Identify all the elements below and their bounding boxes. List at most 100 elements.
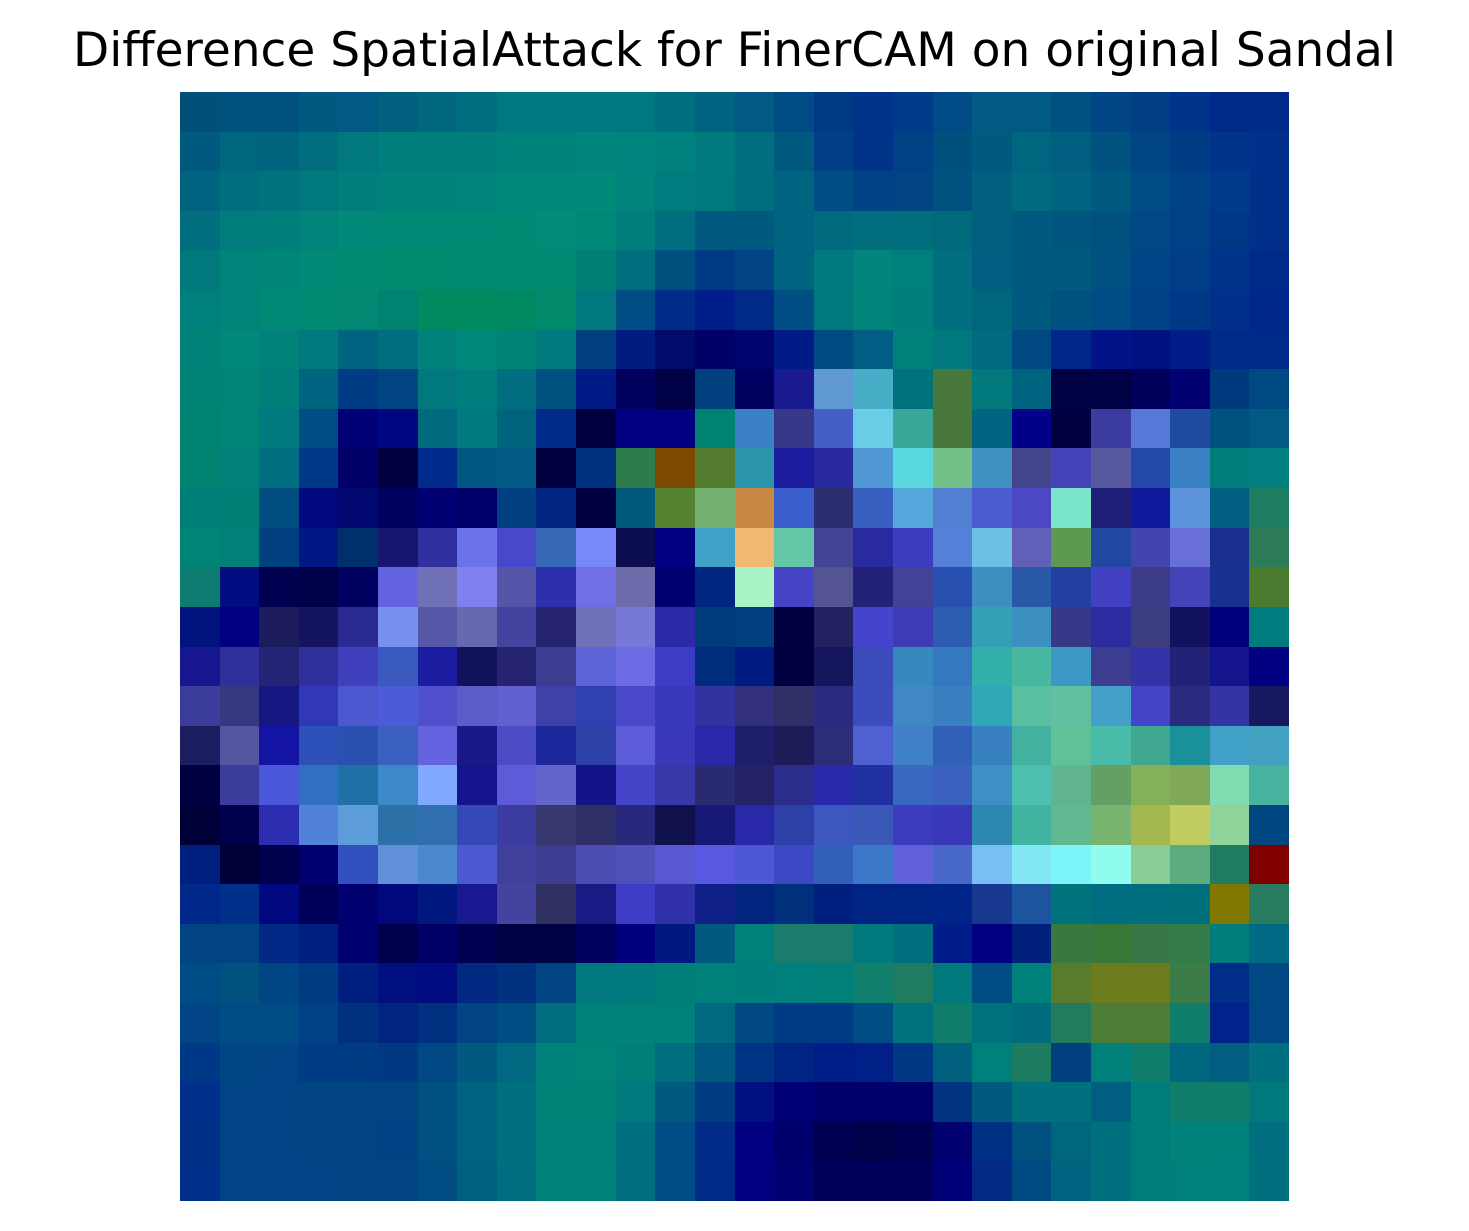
heatmap-cell-r17-c11 <box>616 765 655 805</box>
heatmap-cell-r2-c2 <box>259 171 299 211</box>
heatmap-cell-r10-c18 <box>893 488 933 528</box>
heatmap-cell-r26-c19 <box>933 1122 972 1161</box>
heatmap-cell-r3-c20 <box>972 211 1012 250</box>
heatmap-cell-r15-c6 <box>418 686 457 726</box>
heatmap-cell-r13-c7 <box>457 607 497 647</box>
heatmap-cell-r13-c12 <box>655 607 695 647</box>
heatmap-cell-r17-c0 <box>180 765 220 805</box>
heatmap-cell-r19-c22 <box>1051 845 1091 884</box>
heatmap-cell-r16-c13 <box>695 726 735 765</box>
heatmap-cell-r5-c22 <box>1051 290 1091 330</box>
heatmap-cell-r15-c0 <box>180 686 220 726</box>
heatmap-cell-r12-c9 <box>536 567 576 607</box>
heatmap-cell-r18-c19 <box>933 805 972 845</box>
heatmap-cell-r16-c16 <box>814 726 853 765</box>
heatmap-cell-r23-c21 <box>1012 1003 1051 1043</box>
heatmap-cell-r1-c19 <box>933 132 972 171</box>
heatmap-cell-r23-c25 <box>1170 1003 1210 1043</box>
heatmap-cell-r21-c27 <box>1249 924 1289 963</box>
heatmap-cell-r3-c22 <box>1051 211 1091 250</box>
heatmap-cell-r11-c9 <box>536 528 576 567</box>
heatmap-cell-r8-c20 <box>972 409 1012 448</box>
heatmap-cell-r0-c27 <box>1249 92 1289 132</box>
heatmap-cell-r7-c0 <box>180 369 220 409</box>
heatmap-cell-r22-c15 <box>774 963 814 1003</box>
heatmap-cell-r20-c4 <box>338 884 378 924</box>
heatmap-cell-r16-c15 <box>774 726 814 765</box>
heatmap-cell-r24-c26 <box>1210 1043 1249 1082</box>
heatmap-cell-r7-c5 <box>378 369 418 409</box>
heatmap-cell-r13-c24 <box>1131 607 1170 647</box>
heatmap-cell-r24-c4 <box>338 1043 378 1082</box>
heatmap-cell-r26-c10 <box>576 1122 616 1161</box>
heatmap-cell-r23-c18 <box>893 1003 933 1043</box>
heatmap-cell-r3-c10 <box>576 211 616 250</box>
heatmap-cell-r11-c17 <box>853 528 893 567</box>
chart-title: Difference SpatialAttack for FinerCAM on… <box>73 23 1396 78</box>
heatmap-cell-r22-c16 <box>814 963 853 1003</box>
heatmap-cell-r25-c26 <box>1210 1082 1249 1122</box>
heatmap-cell-r9-c2 <box>259 448 299 488</box>
heatmap-cell-r3-c18 <box>893 211 933 250</box>
heatmap-cell-r1-c20 <box>972 132 1012 171</box>
heatmap-cell-r23-c3 <box>299 1003 338 1043</box>
heatmap-cell-r7-c24 <box>1131 369 1170 409</box>
heatmap-cell-r23-c11 <box>616 1003 655 1043</box>
heatmap-cell-r25-c24 <box>1131 1082 1170 1122</box>
heatmap-cell-r4-c26 <box>1210 250 1249 290</box>
heatmap-cell-r27-c1 <box>220 1161 259 1201</box>
heatmap-cell-r5-c3 <box>299 290 338 330</box>
heatmap-cell-r4-c12 <box>655 250 695 290</box>
heatmap-cell-r14-c3 <box>299 647 338 686</box>
heatmap-cell-r9-c3 <box>299 448 338 488</box>
heatmap-cell-r18-c17 <box>853 805 893 845</box>
heatmap-cell-r15-c2 <box>259 686 299 726</box>
heatmap-cell-r24-c8 <box>497 1043 536 1082</box>
heatmap-cell-r6-c11 <box>616 330 655 369</box>
heatmap-cell-r22-c20 <box>972 963 1012 1003</box>
heatmap-cell-r6-c5 <box>378 330 418 369</box>
heatmap-cell-r19-c0 <box>180 845 220 884</box>
heatmap-cell-r2-c13 <box>695 171 735 211</box>
heatmap-cell-r17-c14 <box>735 765 774 805</box>
heatmap-cell-r0-c10 <box>576 92 616 132</box>
heatmap-cell-r24-c11 <box>616 1043 655 1082</box>
heatmap-cell-r24-c2 <box>259 1043 299 1082</box>
heatmap-cell-r18-c20 <box>972 805 1012 845</box>
heatmap-cell-r27-c23 <box>1091 1161 1131 1201</box>
heatmap-cell-r23-c26 <box>1210 1003 1249 1043</box>
heatmap-cell-r22-c0 <box>180 963 220 1003</box>
heatmap-cell-r18-c7 <box>457 805 497 845</box>
heatmap-cell-r16-c7 <box>457 726 497 765</box>
heatmap-cell-r18-c26 <box>1210 805 1249 845</box>
heatmap-cell-r24-c20 <box>972 1043 1012 1082</box>
heatmap-cell-r16-c22 <box>1051 726 1091 765</box>
heatmap-cell-r4-c3 <box>299 250 338 290</box>
heatmap-cell-r19-c17 <box>853 845 893 884</box>
heatmap-cell-r17-c12 <box>655 765 695 805</box>
heatmap-cell-r17-c3 <box>299 765 338 805</box>
heatmap-cell-r4-c10 <box>576 250 616 290</box>
heatmap-cell-r17-c23 <box>1091 765 1131 805</box>
heatmap-cell-r9-c18 <box>893 448 933 488</box>
heatmap-cell-r14-c14 <box>735 647 774 686</box>
heatmap-cell-r25-c23 <box>1091 1082 1131 1122</box>
heatmap-cell-r3-c19 <box>933 211 972 250</box>
heatmap-cell-r17-c25 <box>1170 765 1210 805</box>
heatmap-cell-r7-c8 <box>497 369 536 409</box>
heatmap-cell-r14-c11 <box>616 647 655 686</box>
heatmap-cell-r0-c11 <box>616 92 655 132</box>
heatmap-cell-r5-c13 <box>695 290 735 330</box>
heatmap-cell-r26-c8 <box>497 1122 536 1161</box>
heatmap-cell-r19-c12 <box>655 845 695 884</box>
heatmap-cell-r8-c10 <box>576 409 616 448</box>
heatmap-cell-r6-c3 <box>299 330 338 369</box>
heatmap-cell-r14-c4 <box>338 647 378 686</box>
heatmap-cell-r0-c15 <box>774 92 814 132</box>
heatmap-cell-r24-c21 <box>1012 1043 1051 1082</box>
heatmap-cell-r9-c13 <box>695 448 735 488</box>
heatmap-cell-r12-c10 <box>576 567 616 607</box>
heatmap-cell-r21-c5 <box>378 924 418 963</box>
heatmap-cell-r10-c11 <box>616 488 655 528</box>
heatmap-cell-r9-c23 <box>1091 448 1131 488</box>
